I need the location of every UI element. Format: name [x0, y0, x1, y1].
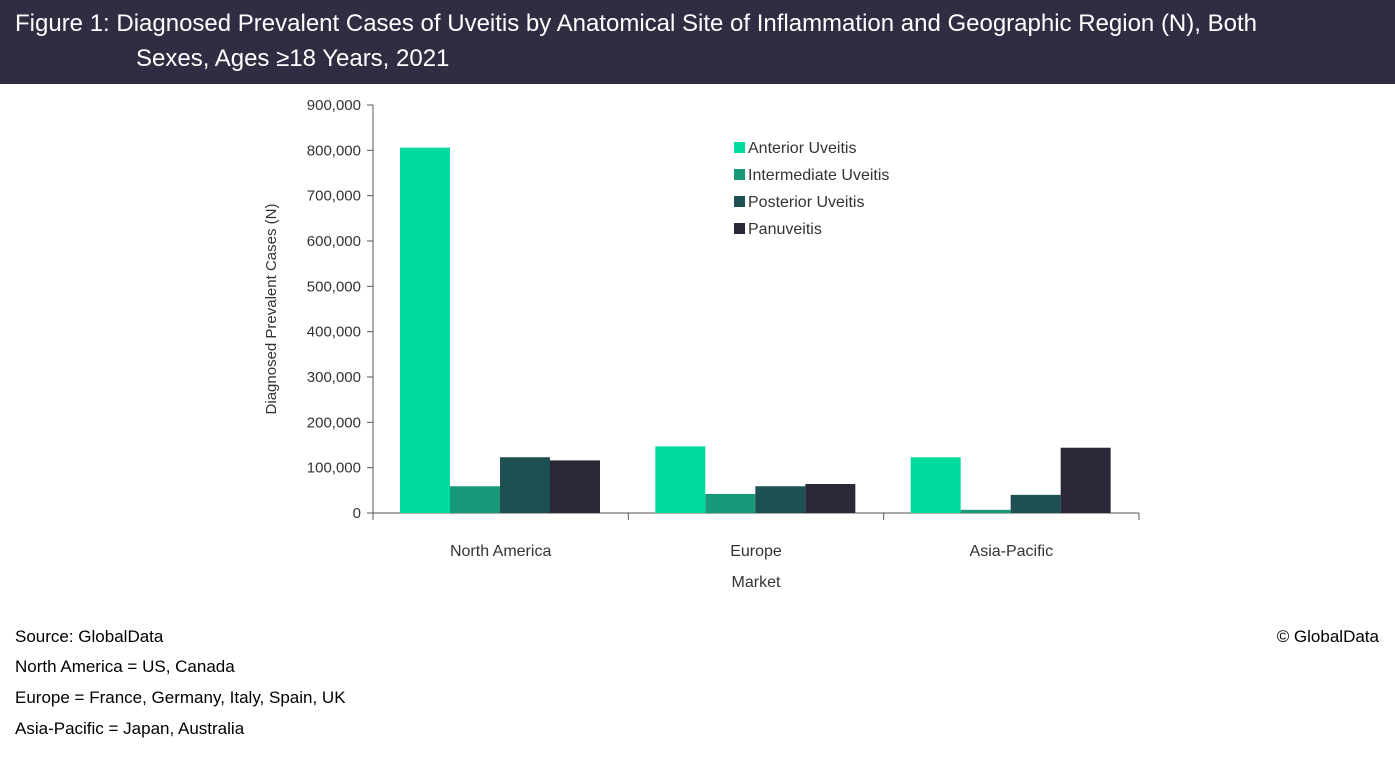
- bar: [655, 446, 706, 513]
- legend-label: Posterior Uveitis: [748, 194, 864, 211]
- legend-label: Intermediate Uveitis: [748, 167, 889, 184]
- figure-title-line1: Figure 1: Diagnosed Prevalent Cases of U…: [15, 10, 1257, 37]
- figure-title-line2: Sexes, Ages ≥18 Years, 2021: [136, 45, 450, 72]
- y-tick-label: 300,000: [307, 369, 361, 386]
- legend-swatch: [734, 169, 745, 180]
- bar-chart: 0 100,000 200,000 300,000 400,000 500,000 600,…: [263, 97, 1140, 591]
- bar: [705, 493, 756, 513]
- x-axis-title: Market: [732, 574, 781, 591]
- bar: [805, 483, 856, 513]
- y-tick-label: 0: [353, 505, 361, 522]
- figure-title-bar: Figure 1: Diagnosed Prevalent Cases of U…: [0, 0, 1395, 84]
- y-axis-title: Diagnosed Prevalent Cases (N): [263, 204, 280, 415]
- footnote-north-america: North America = US, Canada: [15, 657, 235, 676]
- bar: [960, 509, 1011, 513]
- source-note: Source: GlobalData: [15, 627, 164, 646]
- copyright-label: © GlobalData: [1276, 627, 1379, 646]
- bar: [910, 457, 961, 513]
- bar: [500, 457, 550, 513]
- x-category-label: Europe: [730, 543, 782, 560]
- footnote-asia-pacific: Asia-Pacific = Japan, Australia: [15, 719, 245, 738]
- y-tick-label: 800,000: [307, 142, 361, 159]
- legend-label: Panuveitis: [748, 221, 822, 238]
- bar: [550, 460, 600, 513]
- y-tick-label: 200,000: [307, 414, 361, 431]
- y-tick-label: 100,000: [307, 460, 361, 477]
- legend-swatch: [734, 223, 745, 234]
- bar: [400, 147, 450, 513]
- footnote-europe: Europe = France, Germany, Italy, Spain, …: [15, 688, 346, 707]
- y-tick-label: 900,000: [307, 97, 361, 114]
- x-category-label: Asia-Pacific: [970, 543, 1054, 560]
- legend-label: Anterior Uveitis: [748, 140, 856, 157]
- legend-swatch: [734, 142, 745, 153]
- bar: [755, 486, 806, 513]
- bar: [450, 486, 500, 513]
- bar: [1010, 494, 1061, 513]
- y-tick-label: 400,000: [307, 324, 361, 341]
- y-tick-label: 600,000: [307, 233, 361, 250]
- y-tick-label: 500,000: [307, 278, 361, 295]
- x-category-label: North America: [450, 543, 551, 560]
- bar: [1060, 447, 1111, 513]
- legend-swatch: [734, 196, 745, 207]
- y-tick-label: 700,000: [307, 188, 361, 205]
